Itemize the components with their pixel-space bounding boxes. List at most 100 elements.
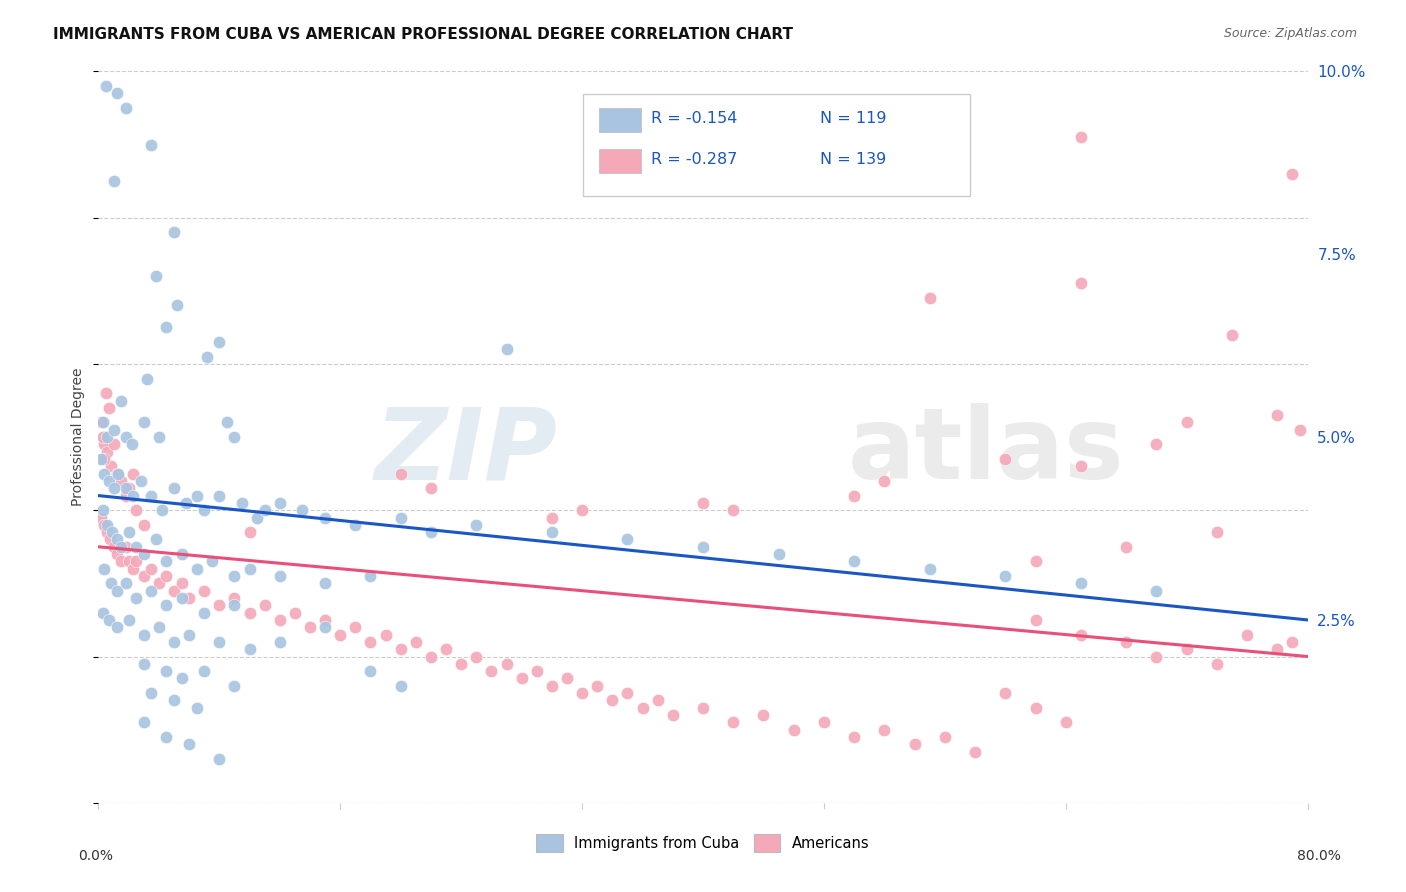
Point — [344, 517, 367, 532]
Point — [155, 320, 177, 334]
Point — [495, 343, 517, 357]
Point — [314, 576, 336, 591]
Point — [1070, 627, 1092, 641]
Point — [224, 591, 246, 605]
Point — [155, 554, 177, 568]
Point — [723, 715, 745, 730]
Point — [994, 452, 1017, 467]
Point — [246, 510, 269, 524]
Point — [555, 672, 578, 686]
Point — [105, 583, 128, 598]
Point — [526, 664, 548, 678]
Point — [631, 700, 654, 714]
Point — [692, 496, 714, 510]
Point — [918, 291, 941, 305]
Point — [98, 533, 121, 547]
Point — [1267, 408, 1289, 422]
Point — [193, 503, 215, 517]
Text: R = -0.154: R = -0.154 — [651, 112, 737, 126]
Point — [179, 737, 201, 751]
Point — [105, 533, 128, 547]
Point — [114, 489, 136, 503]
Point — [465, 517, 488, 532]
Point — [1070, 277, 1092, 291]
Point — [132, 547, 155, 561]
Point — [100, 576, 122, 591]
Point — [170, 672, 193, 686]
Point — [105, 547, 128, 561]
Point — [215, 416, 238, 430]
Point — [93, 437, 115, 451]
Point — [253, 599, 276, 613]
Point — [224, 569, 246, 583]
Point — [1024, 554, 1046, 568]
Point — [1206, 657, 1229, 671]
Point — [420, 525, 443, 540]
Point — [420, 481, 443, 495]
Point — [114, 101, 136, 115]
Point — [166, 298, 188, 312]
Point — [98, 401, 121, 415]
Point — [208, 599, 231, 613]
Point — [122, 467, 145, 481]
Point — [132, 657, 155, 671]
Point — [91, 606, 114, 620]
Point — [163, 481, 186, 495]
Point — [360, 569, 382, 583]
Point — [752, 708, 775, 723]
Point — [114, 540, 136, 554]
Point — [125, 591, 148, 605]
Point — [114, 430, 136, 444]
Point — [692, 700, 714, 714]
Point — [1070, 576, 1092, 591]
Point — [114, 481, 136, 495]
Point — [481, 664, 503, 678]
Point — [329, 627, 352, 641]
Point — [145, 533, 167, 547]
Point — [994, 569, 1017, 583]
Point — [179, 627, 201, 641]
Point — [129, 474, 152, 488]
Point — [110, 474, 132, 488]
Point — [1281, 635, 1303, 649]
Point — [269, 569, 291, 583]
Text: 0.0%: 0.0% — [79, 849, 112, 863]
Point — [193, 606, 215, 620]
Point — [179, 591, 201, 605]
Point — [904, 737, 927, 751]
Point — [132, 569, 155, 583]
Point — [224, 599, 246, 613]
Point — [269, 613, 291, 627]
Point — [148, 576, 170, 591]
Point — [125, 540, 148, 554]
Point — [186, 489, 208, 503]
Point — [1024, 700, 1046, 714]
Point — [208, 489, 231, 503]
Point — [616, 686, 638, 700]
Point — [186, 562, 208, 576]
Text: ZIP: ZIP — [375, 403, 558, 500]
Point — [125, 554, 148, 568]
Point — [155, 730, 177, 744]
Point — [1024, 613, 1046, 627]
Point — [1289, 423, 1312, 437]
Point — [132, 627, 155, 641]
Point — [723, 503, 745, 517]
Point — [540, 525, 562, 540]
Point — [314, 613, 336, 627]
Point — [90, 416, 112, 430]
Point — [208, 752, 231, 766]
Point — [389, 642, 412, 657]
Point — [783, 723, 806, 737]
Point — [918, 562, 941, 576]
Point — [118, 481, 141, 495]
Point — [231, 496, 253, 510]
Point — [125, 503, 148, 517]
Point — [934, 730, 956, 744]
Point — [118, 613, 141, 627]
Point — [420, 649, 443, 664]
Point — [103, 423, 125, 437]
Point — [239, 525, 262, 540]
Point — [389, 510, 412, 524]
Point — [405, 635, 427, 649]
